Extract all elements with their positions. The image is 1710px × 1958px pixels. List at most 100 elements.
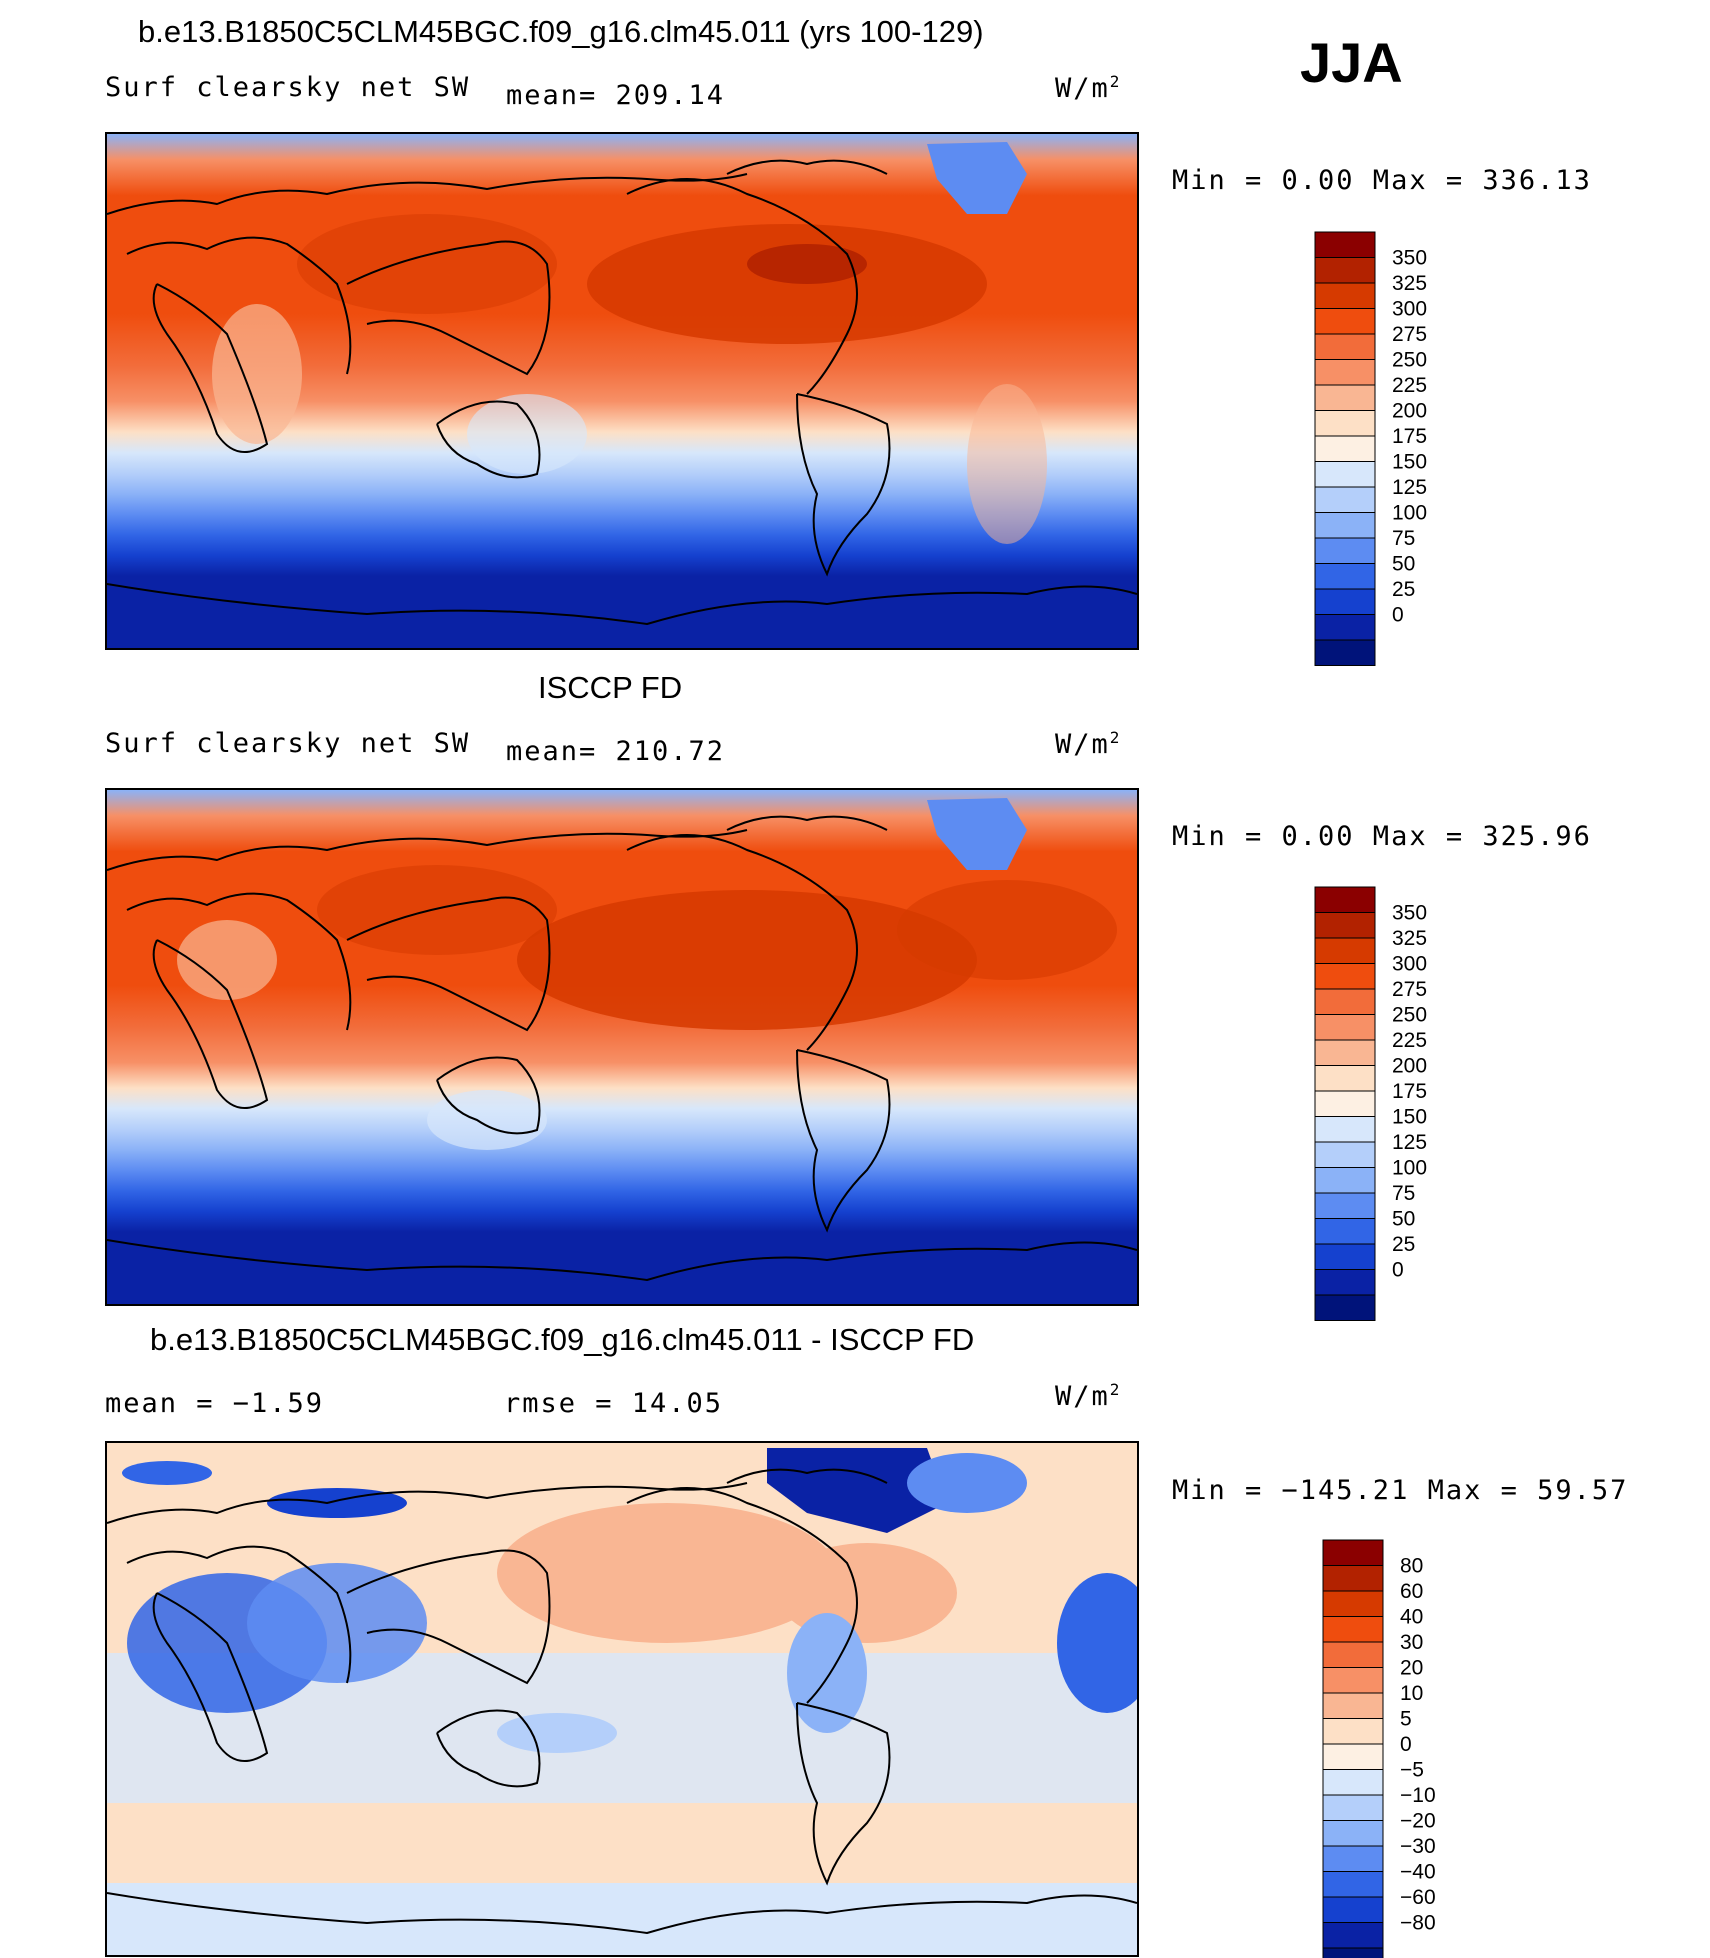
colorbar-swatch xyxy=(1314,614,1376,641)
panel2-map xyxy=(105,788,1139,1306)
panel2-title: ISCCP FD xyxy=(538,670,683,705)
panel1-field-label: Surf clearsky net SW xyxy=(105,72,471,103)
panel3-map-svg xyxy=(107,1443,1137,1955)
colorbar-swatch xyxy=(1322,1922,1384,1949)
colorbar-swatch xyxy=(1314,384,1376,411)
colorbar-tick-label: 200 xyxy=(1392,1055,1427,1078)
colorbar-swatch xyxy=(1314,639,1376,666)
colorbar-tick-label: 175 xyxy=(1392,1080,1427,1103)
colorbar-tick-label: 20 xyxy=(1400,1657,1423,1680)
colorbar-tick-label: 40 xyxy=(1400,1606,1423,1629)
colorbar-tick-label: 50 xyxy=(1392,553,1415,576)
panel1-minmax: Min = 0.00 Max = 336.13 xyxy=(1172,165,1592,196)
colorbar-tick-label: 275 xyxy=(1392,323,1427,346)
colorbar-tick-label: 25 xyxy=(1392,1233,1415,1256)
colorbar-swatch xyxy=(1314,1167,1376,1194)
panel1-units: W/m2 xyxy=(1055,72,1122,104)
colorbar-swatch xyxy=(1314,231,1376,258)
colorbar-swatch xyxy=(1314,1192,1376,1219)
colorbar-swatch xyxy=(1314,512,1376,539)
panel3-map xyxy=(105,1441,1139,1957)
colorbar-tick-label: 175 xyxy=(1392,425,1427,448)
colorbar-tick-label: 5 xyxy=(1400,1708,1412,1731)
colorbar-swatch xyxy=(1314,1218,1376,1245)
colorbar-swatch xyxy=(1322,1794,1384,1821)
colorbar-swatch xyxy=(1322,1616,1384,1643)
colorbar-swatch xyxy=(1322,1820,1384,1847)
panel2-map-svg xyxy=(107,790,1137,1304)
colorbar-tick-label: 275 xyxy=(1392,978,1427,1001)
colorbar-tick-label: 300 xyxy=(1392,298,1427,321)
panel3-colorbar: 80 60 40 30 20 10 5 0 −5 −10 −20 −30 −40 −60 −80 xyxy=(1322,1539,1503,1958)
colorbar-tick-label: 150 xyxy=(1392,1106,1427,1129)
colorbar-tick-label: −10 xyxy=(1400,1784,1436,1807)
colorbar-swatch xyxy=(1322,1743,1384,1770)
colorbar-tick-label: 0 xyxy=(1392,1259,1404,1282)
colorbar-swatch xyxy=(1314,1039,1376,1066)
colorbar-swatch xyxy=(1314,461,1376,488)
colorbar-tick-label: −40 xyxy=(1400,1861,1436,1884)
colorbar-swatch xyxy=(1314,1014,1376,1041)
colorbar-swatch xyxy=(1322,1590,1384,1617)
colorbar-tick-label: −80 xyxy=(1400,1912,1436,1935)
colorbar-swatch xyxy=(1314,410,1376,437)
colorbar-tick-label: 350 xyxy=(1392,247,1427,270)
colorbar-tick-label: −20 xyxy=(1400,1810,1436,1833)
colorbar-tick-label: 60 xyxy=(1400,1580,1423,1603)
panel3-minmax: Min = −145.21 Max = 59.57 xyxy=(1172,1475,1629,1506)
colorbar-swatch xyxy=(1314,486,1376,513)
colorbar-tick-label: 350 xyxy=(1392,902,1427,925)
colorbar-swatch xyxy=(1314,333,1376,360)
colorbar-tick-label: 225 xyxy=(1392,374,1427,397)
colorbar-tick-label: 25 xyxy=(1392,578,1415,601)
colorbar-tick-label: 100 xyxy=(1392,1157,1427,1180)
panel2-minmax: Min = 0.00 Max = 325.96 xyxy=(1172,821,1592,852)
colorbar-swatch xyxy=(1314,886,1376,913)
colorbar-swatch xyxy=(1314,1243,1376,1270)
panel1-colorbar: 350 325 300 275 250 225 200 175 150 125 100 75 50 25 0 xyxy=(1314,231,1495,666)
colorbar-swatch xyxy=(1314,257,1376,284)
colorbar-tick-label: 325 xyxy=(1392,272,1427,295)
colorbar-swatch xyxy=(1314,1065,1376,1092)
colorbar-swatch xyxy=(1314,937,1376,964)
panel2-mean: mean= 210.72 xyxy=(506,736,726,767)
colorbar-swatch xyxy=(1314,912,1376,939)
colorbar-tick-label: 300 xyxy=(1392,953,1427,976)
panel2-colorbar: 350 325 300 275 250 225 200 175 150 125 100 75 50 25 0 xyxy=(1314,886,1495,1321)
colorbar-tick-label: 200 xyxy=(1392,400,1427,423)
panel1-map xyxy=(105,132,1139,650)
colorbar-swatch xyxy=(1322,1539,1384,1566)
colorbar-tick-label: −30 xyxy=(1400,1835,1436,1858)
colorbar-swatch xyxy=(1322,1845,1384,1872)
colorbar-tick-label: 325 xyxy=(1392,927,1427,950)
colorbar-tick-label: 0 xyxy=(1392,604,1404,627)
colorbar-swatch xyxy=(1314,588,1376,615)
panel3-rmse: rmse = 14.05 xyxy=(504,1388,724,1419)
colorbar-tick-label: 0 xyxy=(1400,1733,1412,1756)
colorbar-swatch xyxy=(1322,1718,1384,1745)
colorbar-swatch xyxy=(1314,1090,1376,1117)
colorbar-tick-label: 50 xyxy=(1392,1208,1415,1231)
colorbar-swatch xyxy=(1314,563,1376,590)
panel3-title: b.e13.B1850C5CLM45BGC.f09_g16.clm45.011 … xyxy=(150,1322,975,1357)
colorbar-tick-label: 75 xyxy=(1392,527,1415,550)
colorbar-swatch xyxy=(1322,1871,1384,1898)
colorbar-swatch xyxy=(1314,1294,1376,1321)
colorbar-swatch xyxy=(1314,537,1376,564)
colorbar-tick-label: 100 xyxy=(1392,502,1427,525)
colorbar-swatch xyxy=(1314,988,1376,1015)
colorbar-tick-label: 75 xyxy=(1392,1182,1415,1205)
colorbar-swatch xyxy=(1322,1692,1384,1719)
colorbar-tick-label: −5 xyxy=(1400,1759,1424,1782)
colorbar-swatch xyxy=(1314,282,1376,309)
panel1-mean: mean= 209.14 xyxy=(506,80,726,111)
colorbar-swatch xyxy=(1314,359,1376,386)
panel1-map-svg xyxy=(107,134,1137,648)
colorbar-tick-label: 150 xyxy=(1392,451,1427,474)
colorbar-swatch xyxy=(1322,1641,1384,1668)
colorbar-swatch xyxy=(1322,1896,1384,1923)
panel3-mean: mean = −1.59 xyxy=(105,1388,325,1419)
